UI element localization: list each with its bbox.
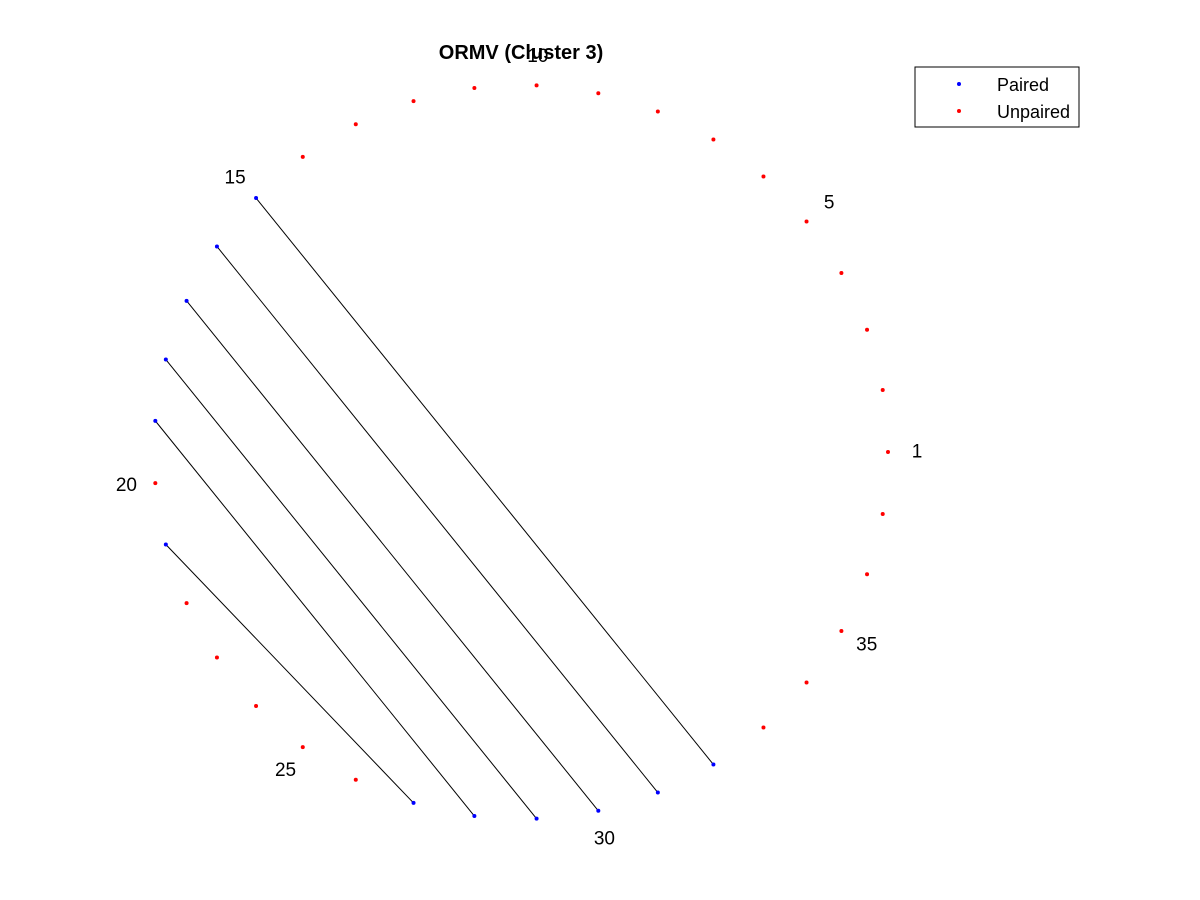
node-28 [472, 814, 477, 819]
node-label-15: 15 [225, 167, 246, 188]
pair-link-21-27 [165, 544, 414, 804]
node-7 [711, 137, 716, 142]
legend-paired-marker [957, 82, 961, 86]
node-14 [300, 154, 305, 159]
node-label-1: 1 [912, 442, 923, 463]
node-16 [214, 244, 219, 249]
node-23 [214, 655, 219, 660]
nodes [153, 83, 890, 821]
node-8 [655, 109, 660, 114]
node-35 [839, 628, 844, 633]
node-3 [865, 327, 870, 332]
pair-link-18-29 [165, 359, 537, 819]
legend-box [914, 66, 1080, 128]
legend-paired-label: Paired [997, 75, 1049, 95]
node-label-5: 5 [824, 193, 835, 214]
node-27 [411, 800, 416, 805]
node-31 [655, 790, 660, 795]
node-19 [153, 418, 158, 423]
node-9 [596, 91, 601, 96]
legend-unpaired-marker [957, 109, 961, 113]
node-37 [880, 512, 885, 517]
legend: Paired Unpaired [914, 66, 1080, 128]
node-22 [184, 601, 189, 606]
node-2 [880, 387, 885, 392]
legend-unpaired-label: Unpaired [997, 102, 1070, 122]
pair-link-15-32 [255, 197, 714, 765]
node-29 [534, 816, 539, 821]
node-label-35: 35 [856, 635, 877, 656]
node-11 [472, 85, 477, 90]
node-20 [153, 481, 158, 486]
node-label-30: 30 [594, 829, 615, 850]
chart-title: ORMV (Cluster 3) [439, 42, 603, 64]
node-36 [865, 572, 870, 577]
node-1 [886, 450, 890, 454]
pair-link-16-31 [216, 246, 659, 793]
node-21 [163, 542, 168, 547]
node-label-20: 20 [116, 475, 137, 496]
node-26 [353, 777, 358, 782]
node-32 [711, 762, 716, 767]
node-6 [761, 174, 766, 179]
node-13 [353, 122, 358, 127]
node-25 [300, 745, 305, 750]
node-34 [804, 680, 809, 685]
node-24 [254, 703, 259, 708]
node-15 [254, 196, 259, 201]
node-12 [411, 99, 416, 104]
node-30 [596, 808, 601, 813]
node-label-25: 25 [275, 760, 296, 781]
node-33 [761, 725, 766, 730]
pair-link-17-30 [186, 300, 599, 812]
node-18 [163, 357, 168, 362]
node-10 [534, 83, 539, 88]
pair-link-19-28 [154, 420, 475, 817]
node-4 [839, 271, 844, 276]
pair-links [154, 197, 714, 819]
node-5 [804, 219, 809, 224]
node-label-10: 10 [527, 46, 548, 67]
node-17 [184, 298, 189, 303]
